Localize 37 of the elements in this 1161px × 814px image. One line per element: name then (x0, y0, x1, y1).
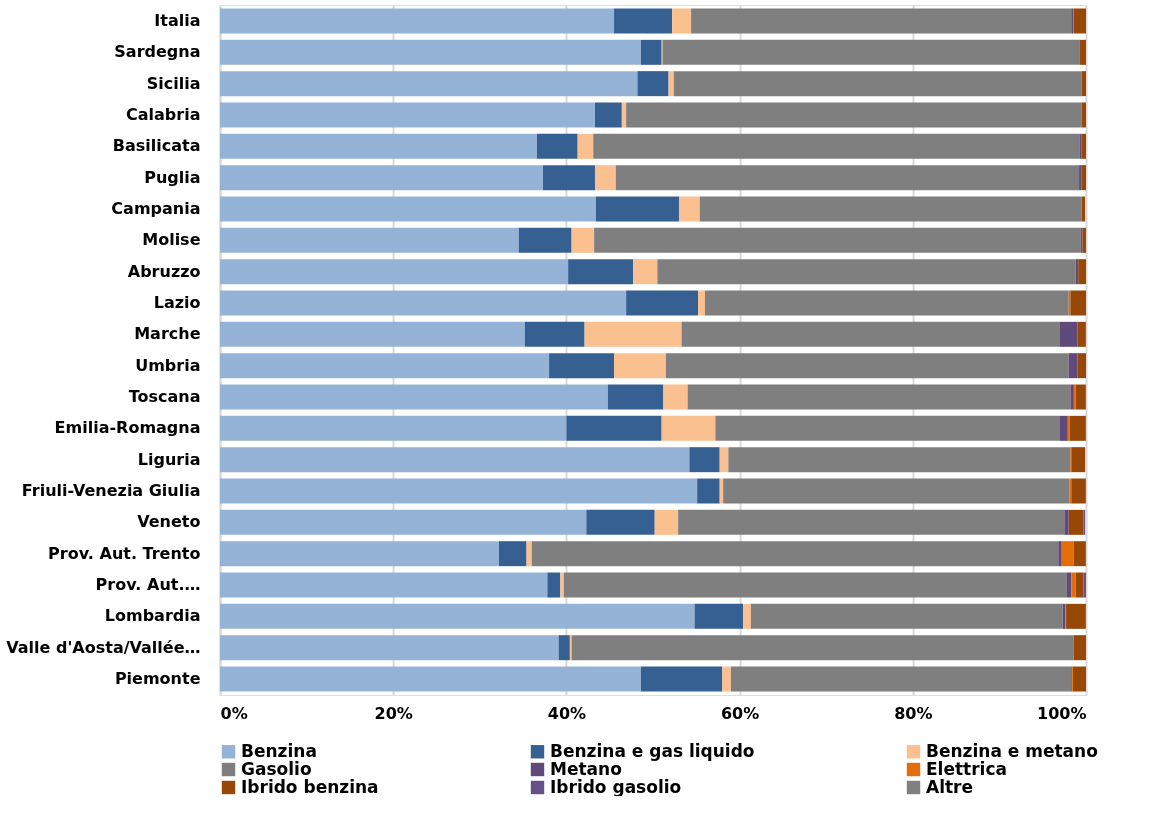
y-tick-label: Calabria (126, 104, 201, 124)
x-tick-label: 40% (547, 703, 587, 723)
x-tick-label: 0% (220, 703, 248, 723)
legend-label: Gasolio (241, 758, 312, 779)
y-tick-label: Abruzzo (127, 261, 201, 281)
y-tick-label: Lazio (153, 293, 201, 312)
y-tick-label: Basilicata (112, 136, 201, 156)
y-tick-label: Piemonte (114, 669, 201, 689)
y-tick-label: Emilia-Romagna (54, 418, 201, 438)
legend-label: Benzina (241, 740, 317, 761)
y-tick-label: Sardegna (114, 42, 201, 62)
y-tick-label: Friuli-Venezia Giulia (21, 481, 201, 501)
y-tick-label: Veneto (137, 512, 201, 532)
y-tick-label: Marche (134, 324, 201, 344)
legend-label: Altre (926, 776, 974, 797)
x-tick-label: 60% (720, 703, 760, 723)
y-tick-label: Valle d'Aosta/Vallée… (6, 637, 201, 657)
legend-label: Benzina e gas liquido (550, 740, 755, 761)
legend-label: Benzina e metano (926, 740, 1098, 761)
y-tick-label: Prov. Aut. Trento (48, 543, 201, 563)
x-tick-label: 80% (894, 703, 933, 723)
y-tick-label: Lombardia (104, 606, 201, 626)
x-tick-label: 100% (1037, 703, 1087, 723)
y-tick-label: Italia (154, 10, 201, 30)
y-tick-label: Campania (111, 198, 201, 218)
legend-label: Ibrido benzina (241, 776, 379, 797)
y-tick-label: Puglia (144, 167, 201, 187)
y-tick-label: Prov. Aut.… (95, 575, 201, 595)
legend-label: Metano (550, 758, 622, 779)
y-tick-label: Liguria (137, 449, 201, 469)
legend-label: Elettrica (926, 758, 1007, 779)
x-tick-label: 20% (374, 703, 413, 723)
y-tick-label: Sicilia (146, 73, 201, 93)
y-tick-label: Toscana (128, 387, 201, 406)
legend-label: Ibrido gasolio (550, 776, 682, 797)
y-tick-label: Umbria (135, 355, 201, 375)
y-tick-label: Molise (142, 230, 201, 250)
